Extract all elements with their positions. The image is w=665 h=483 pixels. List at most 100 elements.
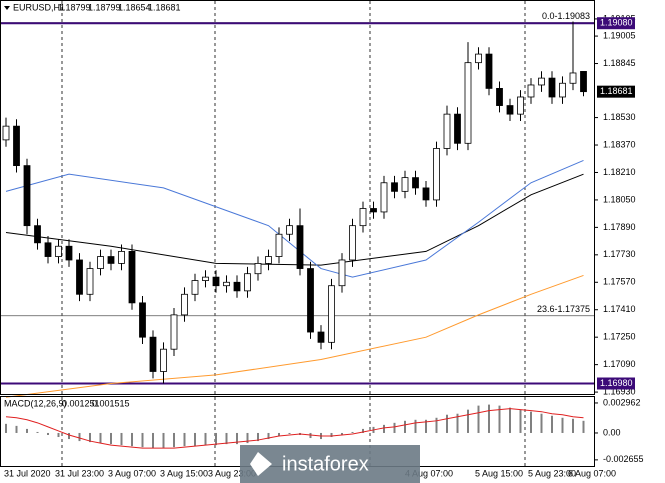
level-label: 1.19080 [600,18,633,28]
candle-body [44,242,52,257]
macd-bar [330,432,333,438]
macd-bar [582,420,585,433]
x-tick-label: 3 Aug 15:00 [160,468,208,478]
candle-body [548,77,556,98]
signal-line [5,408,584,449]
candle-body [485,53,493,89]
macd-bar [446,414,448,433]
candle-body [55,245,62,257]
candle-body [412,177,419,189]
candle-body [254,263,262,275]
macd-bar [414,419,417,433]
candle-body [34,225,41,244]
candle-body [338,259,346,287]
macd-bar [99,432,102,444]
quote-value: 1.18681 [148,2,181,12]
candle-body [191,280,199,295]
watermark: instaforex [240,445,420,483]
x-tick-label: 3 Aug 07:00 [108,468,156,478]
macd-bar [519,409,522,433]
macd-bar [267,432,270,440]
moving-average [5,274,584,398]
candle-body [464,62,472,144]
candle-body [118,250,125,264]
candle-body [275,233,283,257]
main-frame [0,0,595,395]
candle-body [23,165,31,227]
candle-body [233,281,241,292]
candle-body [139,302,146,338]
x-tick-label: 4 Aug 07:00 [405,468,453,478]
y-tick-label: 1.17090 [603,359,636,369]
candle-body [349,225,356,261]
x-tick-label: 3 Aug 23:00 [208,468,256,478]
x-tick-label: 31 Jul 23:00 [55,468,104,478]
macd-readout: 0.001515 [92,398,130,408]
candle-body [202,276,209,281]
macd-bar [309,432,312,439]
layer [1,1,594,466]
y-tick-label: 1.16930 [603,386,636,396]
macd-bar [477,405,480,433]
fib-label: 23.6-1.17375 [537,304,590,314]
candle-body [2,125,10,141]
macd-bar [215,432,217,446]
candle-body [160,348,167,372]
y-tick-label: 1.18210 [603,167,636,177]
candle-body [454,113,461,144]
header-arrow [4,6,10,10]
candle-body [475,53,482,64]
macd-bar [540,413,543,433]
macd-bar [278,432,280,437]
candle-body [244,273,251,292]
y-tick-label: 0.002962 [603,397,641,407]
macd-bar [561,417,564,433]
x-tick-label: 6 Aug 07:00 [568,468,616,478]
candle-body [433,148,440,201]
candle-body [538,77,545,86]
y-tick-label: 1.17410 [603,304,636,314]
candle-body [496,88,503,106]
macd-bar [572,418,574,433]
y-tick-label: 1.17250 [603,332,636,342]
candle-body [128,250,136,304]
y-tick-label: 1.18530 [603,112,636,122]
macd-bar [5,423,7,433]
candle-body [370,208,377,213]
candle-body [149,336,157,372]
moving-average [5,173,584,266]
level-label: 1.16980 [600,378,633,388]
macd-bar [288,432,291,434]
macd-bar [362,428,364,433]
price-label: 1.18681 [600,86,633,96]
y-tick-label: 1.17890 [603,222,636,232]
macd-bar [68,432,70,440]
macd-bar [204,432,207,446]
candle-body [296,225,304,269]
candle-body [265,256,272,264]
candle-body [443,113,451,149]
macd-bar [131,432,133,447]
macd-bar [47,432,49,435]
level-box [597,377,635,390]
quote-value: 1.18799 [88,2,121,12]
symbol: EURUSD,H1 [13,2,65,12]
candle-body [286,225,293,235]
layer: 1.191051.190051.188451.185301.183701.182… [2,2,644,478]
price-box [597,85,635,98]
candle-body [580,71,587,93]
macd-bar [498,405,501,433]
y-tick-label: -0.002655 [603,454,644,464]
macd-bar [551,415,553,433]
candle-body [97,256,104,269]
candle-body [328,285,335,343]
macd-bar [246,432,249,444]
candle-body [380,182,388,213]
candle-body [527,84,535,98]
macd-bar [257,432,259,442]
macd-bar [383,424,385,433]
candle-body [422,187,430,201]
candle-body [107,256,115,264]
